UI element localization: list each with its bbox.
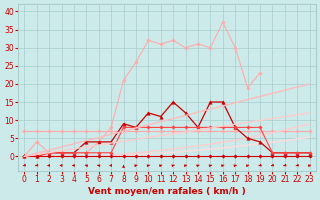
X-axis label: Vent moyen/en rafales ( km/h ): Vent moyen/en rafales ( km/h ) [88,187,246,196]
